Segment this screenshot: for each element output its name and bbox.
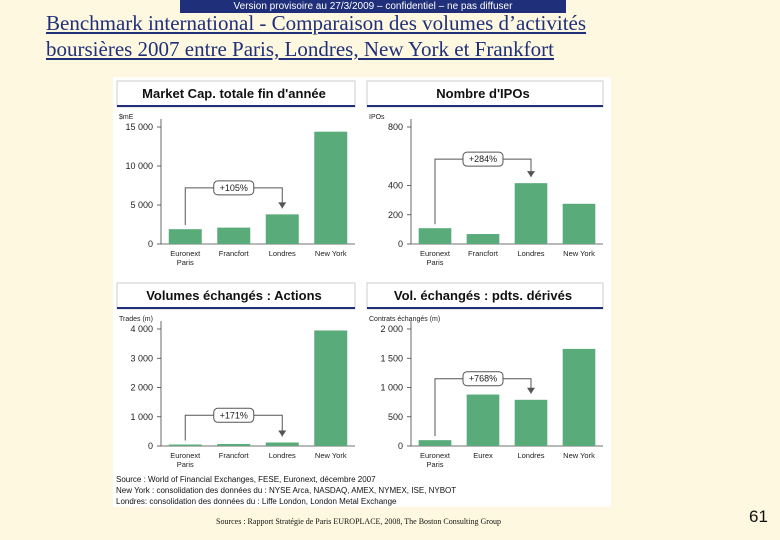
x-tick-label: Euronext xyxy=(170,451,201,460)
bar xyxy=(217,443,251,446)
growth-label: +105% xyxy=(220,183,248,193)
arrow-head-icon xyxy=(527,171,535,178)
bar xyxy=(265,442,299,446)
y-tick-label: 10 000 xyxy=(125,161,153,171)
y-axis-label: $mE xyxy=(119,114,134,121)
bar xyxy=(314,131,348,244)
y-tick-label: 0 xyxy=(398,441,403,451)
growth-label: +171% xyxy=(220,410,248,420)
x-tick-label: Londres xyxy=(517,249,544,258)
bar xyxy=(418,228,452,244)
source-line: Source : World of Financial Exchanges, F… xyxy=(116,475,376,484)
x-tick-label: New York xyxy=(563,451,595,460)
bar xyxy=(265,214,299,244)
equity-volume-chart: Volumes échangés : Actions Trades (m) 0 1 0… xyxy=(116,282,356,469)
y-tick-label: 400 xyxy=(388,181,403,191)
chart-title: Nombre d'IPOs xyxy=(436,86,529,101)
y-tick-label: 0 xyxy=(148,239,153,249)
x-tick-label: New York xyxy=(315,249,347,258)
panel-header xyxy=(116,80,356,108)
x-tick-label: Francfort xyxy=(468,249,499,258)
market-cap-chart: Market Cap. totale fin d'année $mE 0 5 000 1… xyxy=(116,80,356,267)
x-tick-label: Londres xyxy=(517,451,544,460)
arrow-head-icon xyxy=(527,387,535,394)
derivatives-volume-chart: Vol. échangés : pdts. dérivés Contrats éc… xyxy=(366,282,604,469)
y-tick-label: 200 xyxy=(388,210,403,220)
y-axis-label: Trades (m) xyxy=(119,316,153,323)
arrow-head-icon xyxy=(278,202,287,209)
bar xyxy=(314,330,348,446)
y-tick-label: 0 xyxy=(398,239,403,249)
x-tick-label: Euronext xyxy=(170,249,201,258)
chart-title: Vol. échangés : pdts. dérivés xyxy=(394,288,572,303)
confidential-banner: Version provisoire au 27/3/2009 – confid… xyxy=(180,0,566,13)
page-title-line-1: Benchmark international - Comparaison de… xyxy=(46,11,587,35)
bar xyxy=(418,440,452,446)
ipo-count-chart: Nombre d'IPOs IPOs 0 200 400 800 EuronextParis… xyxy=(366,80,604,267)
x-tick-label: Paris xyxy=(177,460,194,469)
arrow-head-icon xyxy=(278,430,287,437)
growth-label-box xyxy=(462,151,504,167)
y-axis-label: Contrats échangés (m) xyxy=(369,316,440,323)
panel-header xyxy=(366,282,604,310)
chart-title: Market Cap. totale fin d'année xyxy=(142,86,326,101)
bar xyxy=(168,444,202,446)
page-title: Benchmark international - Comparaison de… xyxy=(46,10,746,62)
growth-label-box xyxy=(213,407,255,423)
growth-label: +768% xyxy=(469,374,497,384)
growth-label-box xyxy=(462,371,504,387)
y-axis-label: IPOs xyxy=(369,114,385,121)
x-tick-label: Paris xyxy=(426,460,443,469)
bar xyxy=(514,399,548,446)
bottom-source: Sources : Rapport Stratégie de Paris EUR… xyxy=(216,517,501,526)
x-tick-label: Paris xyxy=(426,258,443,267)
page-title-line-2: boursières 2007 entre Paris, Londres, Ne… xyxy=(46,37,554,61)
growth-label-box xyxy=(213,180,255,196)
x-tick-label: Euronext xyxy=(420,451,451,460)
y-tick-label: 1 500 xyxy=(380,353,403,363)
panel-header-rule xyxy=(117,105,355,107)
y-tick-label: 1 000 xyxy=(130,412,153,422)
y-tick-label: 1 000 xyxy=(380,383,403,393)
x-tick-label: New York xyxy=(563,249,595,258)
y-tick-label: 4 000 xyxy=(130,324,153,334)
y-tick-label: 3 000 xyxy=(130,353,153,363)
y-tick-label: 5 000 xyxy=(130,200,153,210)
x-tick-label: Euronext xyxy=(420,249,451,258)
source-line: Londres: consolidation des données du : … xyxy=(116,497,397,506)
chart-title: Volumes échangés : Actions xyxy=(146,288,322,303)
x-tick-label: Francfort xyxy=(219,451,250,460)
y-tick-label: 2 000 xyxy=(380,324,403,334)
x-tick-label: Eurex xyxy=(473,451,493,460)
source-notes: Source : World of Financial Exchanges, F… xyxy=(116,474,536,507)
y-tick-label: 500 xyxy=(388,412,403,422)
x-tick-label: Francfort xyxy=(219,249,250,258)
bar xyxy=(217,227,251,244)
y-tick-label: 0 xyxy=(148,441,153,451)
panel-header xyxy=(366,80,604,108)
y-tick-label: 800 xyxy=(388,122,403,132)
panel-header-rule xyxy=(117,307,355,309)
bar xyxy=(466,394,500,446)
x-tick-label: Londres xyxy=(269,249,296,258)
x-tick-label: Paris xyxy=(177,258,194,267)
bar xyxy=(466,234,500,244)
growth-label: +284% xyxy=(469,154,497,164)
source-line: New York : consolidation des données du … xyxy=(116,486,457,495)
bar xyxy=(514,183,548,244)
y-tick-label: 15 000 xyxy=(125,122,153,132)
bar xyxy=(168,229,202,244)
bar xyxy=(562,348,596,446)
page-number: 61 xyxy=(749,507,768,526)
y-tick-label: 2 000 xyxy=(130,383,153,393)
x-tick-label: New York xyxy=(315,451,347,460)
panel-header-rule xyxy=(367,105,603,107)
x-tick-label: Londres xyxy=(269,451,296,460)
panel-header-rule xyxy=(367,307,603,309)
bar xyxy=(562,203,596,244)
